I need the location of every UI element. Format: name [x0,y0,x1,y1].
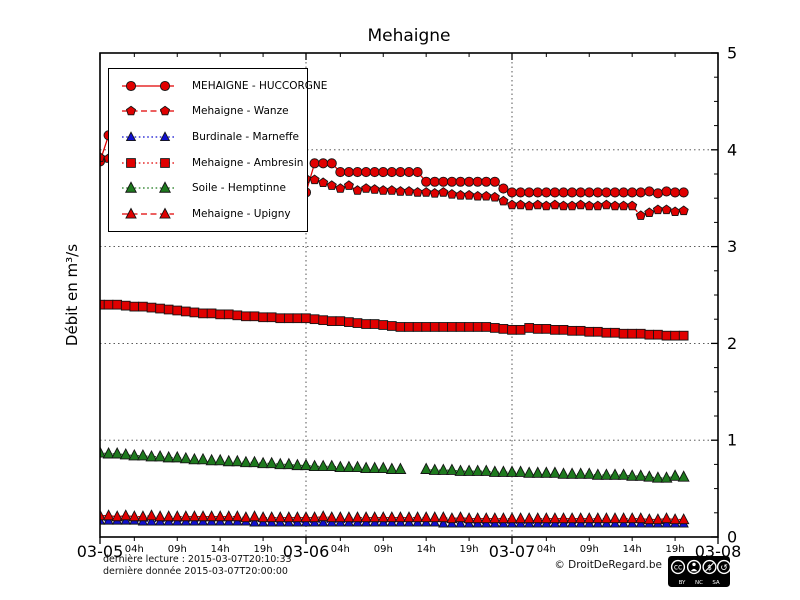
svg-text:19h: 19h [666,544,685,555]
legend-triangle-marker-icon [122,181,174,194]
svg-text:SA: SA [712,580,720,586]
svg-text:BY: BY [679,580,686,586]
svg-text:19h: 19h [254,544,273,555]
legend-entry-soile-hemptinne: Soile - Hemptinne [109,176,307,200]
svg-text:NC: NC [695,580,703,586]
svg-text:5: 5 [727,44,737,63]
svg-text:09h: 09h [580,544,599,555]
svg-text:14h: 14h [623,544,642,555]
chart-legend: MEHAIGNE - HUCCORGNE Mehaigne - Wanze Burd… [108,68,327,232]
legend-entry-burdinale-marneffe: Burdinale - Marneffe [109,125,307,149]
cc-license-badge[interactable]: cc $ ↺ BY NC SA [668,556,730,587]
svg-text:03-07: 03-07 [489,542,536,561]
svg-text:0: 0 [727,528,737,547]
legend-label: Mehaigne - Upigny [192,208,291,221]
svg-text:1: 1 [727,431,737,450]
cc-nc-icon: $ [705,562,714,572]
legend-label: MEHAIGNE - HUCCORGNE [192,79,328,92]
legend-entry-mehaigne-upigny: Mehaigne - Upigny [109,202,307,226]
chart-title: Mehaigne [367,26,451,46]
svg-text:04h: 04h [125,544,144,555]
svg-text:04h: 04h [331,544,350,555]
legend-triangle-marker-icon [122,131,174,142]
svg-text:19h: 19h [460,544,479,555]
legend-triangle-marker-icon [122,207,174,219]
cc-sa-icon: ↺ [720,563,728,573]
cc-icon [670,559,730,575]
svg-text:14h: 14h [211,544,230,555]
last-data-text: dernière donnée 2015-03-07T20:00:00 [103,565,288,577]
legend-circle-marker-icon [122,80,174,91]
svg-text:04h: 04h [537,544,556,555]
legend-label: Burdinale - Marneffe [192,131,299,144]
cc-by-icon [690,562,698,572]
last-reading-text: dernière lecture : 2015-03-07T20:10:33 [103,554,292,565]
cc-cc-glyph: cc [674,563,682,572]
svg-text:3: 3 [727,237,737,256]
footnote: dernière lecture : 2015-03-07T20:10:33 d… [103,554,292,577]
svg-text:14h: 14h [417,544,436,555]
legend-label: Mehaigne - Wanze [192,105,289,118]
legend-entry-mehaigne-huccorgne: MEHAIGNE - HUCCORGNE [109,74,327,98]
legend-entry-mehaigne-wanze: Mehaigne - Wanze [109,99,307,123]
svg-text:09h: 09h [374,544,393,555]
legend-square-marker-icon [122,157,174,168]
svg-text:4: 4 [727,140,737,159]
copyright-link[interactable]: © DroitDeRegard.be [554,559,662,571]
svg-text:03-06: 03-06 [283,542,330,561]
svg-text:03-05: 03-05 [77,542,124,561]
legend-pentagon-marker-icon [122,106,174,116]
svg-text:09h: 09h [168,544,187,555]
legend-label: Mehaigne - Ambresin [192,156,304,169]
legend-label: Soile - Hemptinne [192,182,286,195]
svg-text:2: 2 [727,334,737,353]
legend-entry-mehaigne-ambresin: Mehaigne - Ambresin [109,151,307,175]
